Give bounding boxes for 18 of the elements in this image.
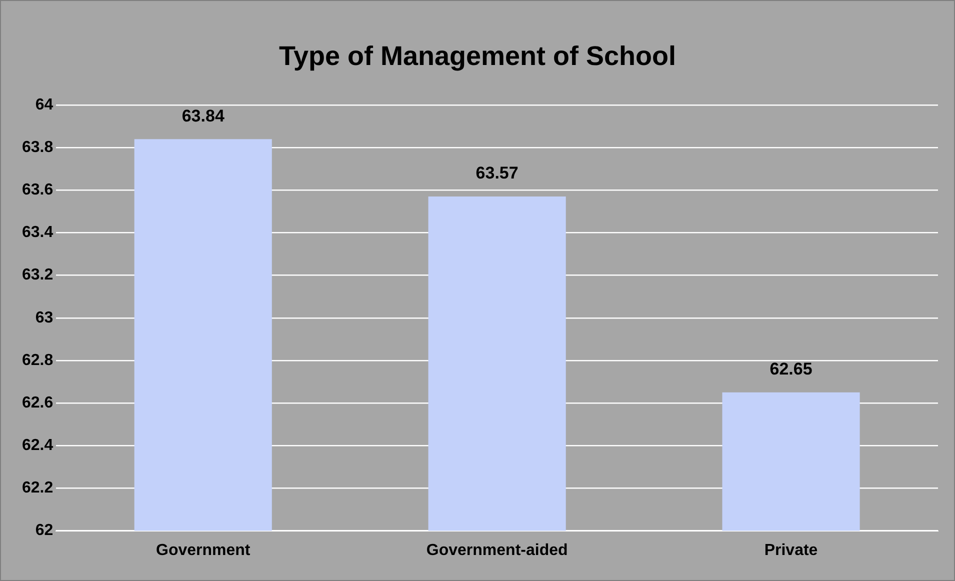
x-tick-label: Private: [764, 542, 818, 559]
y-tick-label: 62.4: [22, 437, 54, 454]
x-tick-label: Government: [156, 542, 251, 559]
y-tick-label: 62.8: [22, 352, 54, 369]
y-tick-label: 63.6: [22, 182, 54, 199]
data-label: 63.57: [476, 164, 518, 183]
y-tick-label: 64: [35, 96, 54, 114]
y-tick-label: 63.2: [22, 266, 54, 284]
y-tick-label: 63: [35, 309, 54, 326]
x-tick-label: Government-aided: [426, 542, 568, 559]
y-tick-label: 63.8: [22, 138, 54, 156]
y-tick-label: 62.6: [22, 394, 54, 412]
data-label: 63.84: [182, 106, 225, 126]
y-tick-label: 62: [35, 522, 54, 540]
y-tick-label: 63.4: [22, 224, 54, 242]
data-label: 62.65: [770, 360, 812, 379]
y-tick-label: 62.2: [22, 480, 54, 497]
chart-title: Type of Management of School: [278, 41, 678, 72]
